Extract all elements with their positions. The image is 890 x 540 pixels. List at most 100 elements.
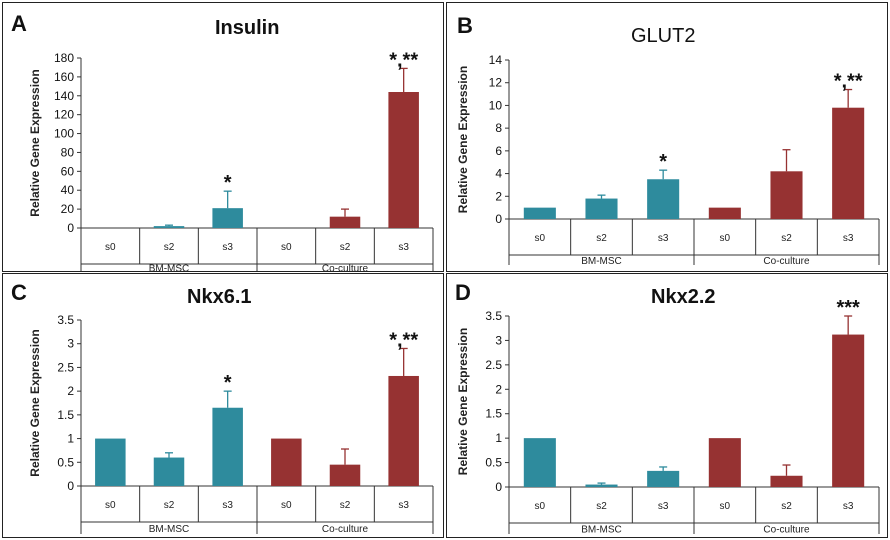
bar <box>95 438 126 486</box>
bar <box>770 171 803 219</box>
bar <box>388 92 419 228</box>
y-tick-label: 0 <box>67 221 74 235</box>
y-tick-label: 100 <box>54 127 74 141</box>
bar <box>708 207 741 219</box>
category-label: s2 <box>596 501 607 512</box>
category-label: s3 <box>658 501 669 512</box>
category-label: s0 <box>105 242 116 253</box>
category-label: s0 <box>535 501 546 512</box>
y-tick-label: 0 <box>495 212 502 226</box>
y-tick-label: 1 <box>67 432 74 446</box>
y-tick-label: 2 <box>67 384 74 398</box>
y-tick-label: 80 <box>61 145 75 159</box>
bar <box>523 438 556 487</box>
chart-title: GLUT2 <box>631 25 696 47</box>
panel-c: C Nkx6.1 Relative Gene Expression 0 0.5 1 1.… <box>2 273 444 538</box>
y-tick-label: 20 <box>61 202 75 216</box>
group-label: Co-culture <box>322 264 369 275</box>
category-label: s3 <box>843 233 854 244</box>
y-tick-label: 12 <box>489 76 503 90</box>
category-label: s2 <box>340 500 351 511</box>
significance-marker: * <box>224 372 232 394</box>
category-label: s3 <box>398 242 409 253</box>
significance-marker: *,** <box>389 329 418 351</box>
y-tick-label: 0 <box>67 479 74 493</box>
y-tick-label: 3 <box>495 333 502 347</box>
significance-marker: *,** <box>389 49 418 71</box>
panel-letter: B <box>457 13 473 38</box>
bar <box>153 226 185 228</box>
y-tick-label: 2 <box>495 382 502 396</box>
y-tick-label: 14 <box>489 53 503 67</box>
significance-marker: *** <box>836 297 860 319</box>
bar <box>388 375 419 486</box>
y-axis-label: Relative Gene Expression <box>456 66 470 213</box>
group-label: Co-culture <box>322 524 369 535</box>
category-label: s3 <box>222 242 233 253</box>
y-tick-label: 2.5 <box>485 358 502 372</box>
panel-d: D Nkx2.2 Relative Gene Expression 0 0.5 1 1.… <box>446 273 888 538</box>
chart-title: Nkx6.1 <box>187 286 252 308</box>
chart-glut2: Relative Gene Expression 0 2 4 6 8 10 12 14 s0 s2 *… <box>456 53 880 267</box>
y-tick-label: 8 <box>495 121 502 135</box>
y-tick-label: 2.5 <box>57 360 74 374</box>
bar <box>647 179 680 219</box>
bar <box>832 334 865 487</box>
bar <box>832 107 865 219</box>
group-label: BM-MSC <box>149 524 190 535</box>
group-label: Co-culture <box>763 256 810 267</box>
significance-marker: *,** <box>834 71 863 93</box>
category-label: s2 <box>781 233 792 244</box>
chart-insulin: Relative Gene Expression 0 20 40 60 80 100 120 1… <box>28 49 434 275</box>
category-label: s0 <box>720 501 731 512</box>
y-tick-label: 3.5 <box>57 313 74 327</box>
group-label: BM-MSC <box>149 264 190 275</box>
bar <box>585 484 618 487</box>
chart-title: Nkx2.2 <box>651 286 716 308</box>
significance-marker: * <box>224 172 232 194</box>
bar <box>271 438 302 486</box>
category-label: s0 <box>535 233 546 244</box>
panel-letter: C <box>11 280 27 305</box>
category-label: s0 <box>281 242 292 253</box>
group-label: BM-MSC <box>581 256 622 267</box>
category-label: s2 <box>340 242 351 253</box>
panel-letter: D <box>455 280 471 305</box>
panel-b: B GLUT2 Relative Gene Expression 0 2 4 6 8 10 1… <box>446 2 888 272</box>
y-tick-label: 40 <box>61 183 75 197</box>
y-axis-label: Relative Gene Expression <box>456 328 470 475</box>
category-label: s2 <box>164 242 175 253</box>
bar <box>770 475 803 487</box>
y-tick-label: 0.5 <box>57 455 74 469</box>
chart-nkx61: Relative Gene Expression 0 0.5 1 1.5 2 2.5 3 3.5… <box>28 313 434 535</box>
panel-a: A Insulin Relative Gene Expression 0 20 40 6… <box>2 2 444 275</box>
category-label: s3 <box>843 501 854 512</box>
category-label: s2 <box>596 233 607 244</box>
y-tick-label: 0 <box>495 480 502 494</box>
bar <box>585 198 618 219</box>
bar <box>523 207 556 219</box>
category-label: s2 <box>164 500 175 511</box>
y-tick-label: 4 <box>495 167 502 181</box>
category-label: s0 <box>105 500 116 511</box>
y-tick-label: 120 <box>54 108 74 122</box>
category-label: s0 <box>281 500 292 511</box>
y-tick-label: 140 <box>54 89 74 103</box>
y-axis-label: Relative Gene Expression <box>28 69 42 216</box>
bar <box>212 208 243 228</box>
y-tick-label: 60 <box>61 164 75 178</box>
group-label: BM-MSC <box>581 525 622 536</box>
y-tick-label: 1.5 <box>485 407 502 421</box>
y-tick-label: 160 <box>54 70 74 84</box>
y-tick-label: 3 <box>67 337 74 351</box>
y-axis-label: Relative Gene Expression <box>28 329 42 476</box>
y-tick-label: 1 <box>495 431 502 445</box>
bar <box>329 464 361 486</box>
bar <box>708 438 741 487</box>
chart-nkx22: Relative Gene Expression 0 0.5 1 1.5 2 2.5 3 3.5… <box>456 297 880 536</box>
y-tick-label: 1.5 <box>57 408 74 422</box>
y-tick-label: 6 <box>495 144 502 158</box>
significance-marker: * <box>659 151 667 173</box>
chart-title: Insulin <box>215 17 280 39</box>
category-label: s2 <box>781 501 792 512</box>
